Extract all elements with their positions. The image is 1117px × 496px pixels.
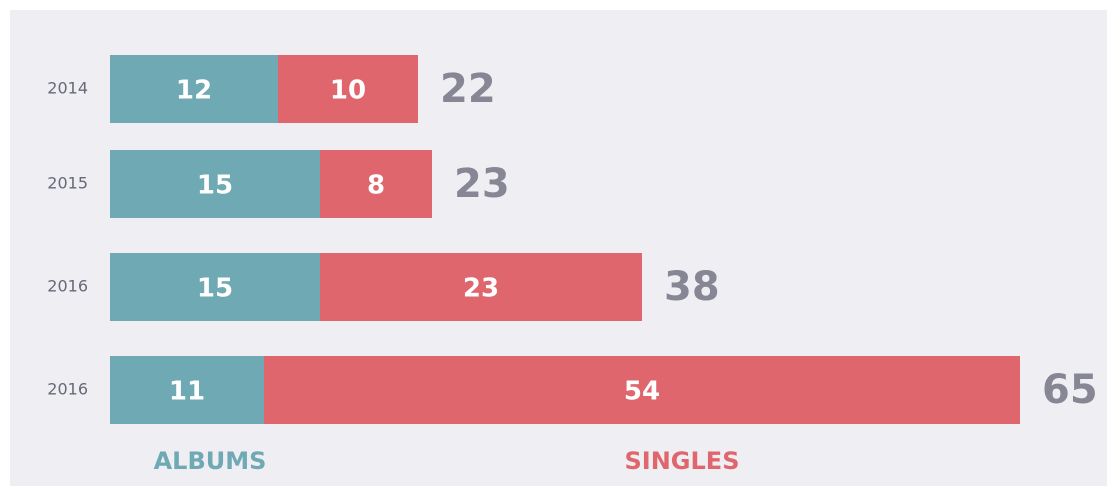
segment-label: 23	[463, 274, 499, 304]
segment-label: 8	[367, 171, 385, 201]
total-label: 22	[440, 66, 496, 112]
segment-label: 10	[330, 76, 366, 106]
category-label: 2016	[47, 277, 88, 296]
bar-segment	[110, 55, 278, 123]
bar-segment	[110, 356, 264, 424]
total-label: 38	[664, 264, 720, 310]
legend-label: SINGLES	[625, 447, 740, 475]
category-label: 2015	[47, 174, 88, 193]
total-label: 23	[454, 161, 510, 207]
bar-segment	[320, 253, 642, 321]
category-label: 2016	[47, 380, 88, 399]
segment-label: 54	[624, 377, 660, 407]
segment-label: 12	[176, 76, 212, 106]
segment-label: 15	[197, 171, 233, 201]
bar-segment	[110, 150, 320, 218]
bar-segment	[264, 356, 1020, 424]
bar-segment	[110, 253, 320, 321]
segment-label: 15	[197, 274, 233, 304]
bar-segment	[320, 150, 432, 218]
total-label: 65	[1042, 367, 1098, 413]
category-label: 2014	[47, 79, 88, 98]
bar-segment	[278, 55, 418, 123]
segment-label: 11	[169, 377, 205, 407]
legend-label: ALBUMS	[154, 447, 267, 475]
